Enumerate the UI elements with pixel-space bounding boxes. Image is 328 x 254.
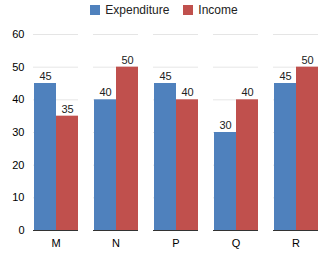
svg-text:R: R: [292, 237, 300, 249]
svg-text:20: 20: [12, 159, 24, 171]
svg-text:40: 40: [181, 86, 193, 98]
svg-text:40: 40: [241, 86, 253, 98]
svg-text:M: M: [51, 237, 60, 249]
svg-text:50: 50: [301, 54, 313, 66]
html-text:Expenditure: Expenditure: [105, 3, 170, 17]
svg-text:45: 45: [39, 70, 51, 82]
svg-text:10: 10: [12, 191, 24, 203]
svg-text:Q: Q: [232, 237, 241, 249]
svg-text:45: 45: [159, 70, 171, 82]
svg-text:40: 40: [99, 86, 111, 98]
svg-text:30: 30: [219, 119, 231, 131]
svg-text:50: 50: [121, 54, 133, 66]
svg-text:35: 35: [61, 103, 73, 115]
svg-text:45: 45: [279, 70, 291, 82]
svg-text:30: 30: [12, 126, 24, 138]
svg-text:P: P: [172, 237, 179, 249]
svg-text:60: 60: [12, 28, 24, 40]
svg-text:0: 0: [18, 224, 24, 236]
svg-text:40: 40: [12, 93, 24, 105]
html-text:Income: Income: [198, 3, 238, 17]
svg-text:N: N: [112, 237, 120, 249]
svg-text:50: 50: [12, 61, 24, 73]
